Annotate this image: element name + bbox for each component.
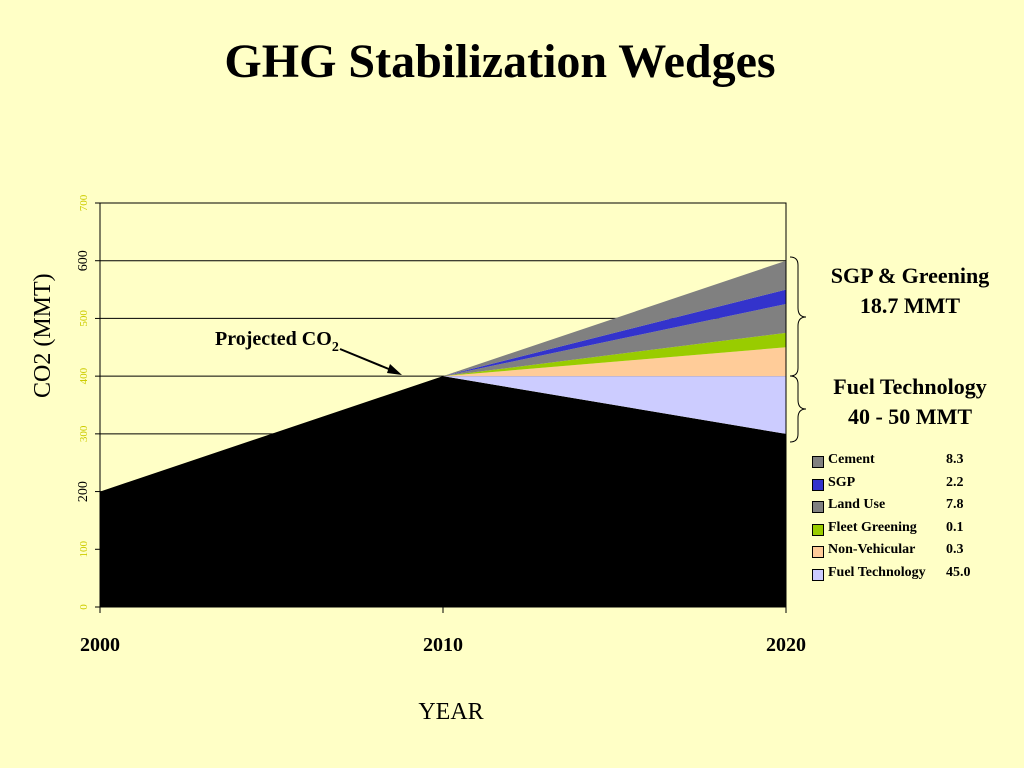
legend-value: 8.3 [946,452,964,467]
projected-co2-arrow-line [339,348,397,373]
chart-areas [100,260,786,607]
legend-value: 7.8 [946,497,964,512]
sgp-brace [789,256,807,377]
y-tick-label-600: 600 [76,250,91,271]
axes [95,202,787,613]
legend-value: 0.1 [946,519,964,535]
y-tick-label-0: 0 [78,604,90,610]
sgp-greening-title: SGP & Greening [830,263,990,288]
area-projected-co2 [100,376,786,607]
wedge-fuel-technology [100,376,786,492]
wedge-land-use [100,304,786,492]
tick-labels: 0 100 200 300 400 500 600 700 2000 2010 2020 [76,194,806,656]
y-tick-label-400: 400 [78,367,90,384]
legend-swatch [812,478,824,491]
legend-swatch [812,456,824,468]
legend-swatch [812,568,824,581]
fuel-technology-amount: 40 - 50 MMT [847,404,973,429]
legend-label: SGP [828,474,856,490]
fuel-technology-annotation: Fuel Technology 40 - 50 MMT [812,372,1008,432]
legend-label: Fleet Greening [828,519,917,535]
x-tick-label-2010: 2010 [423,634,463,656]
x-tick-label-2020: 2020 [766,634,806,656]
y-tick-label-700: 700 [78,194,90,211]
y-tick-label-300: 300 [78,425,90,442]
projected-co2-subscript: 2 [332,340,339,355]
legend-value: 45.0 [946,564,971,580]
projected-co2-arrowhead [387,364,402,375]
legend-label: Non-Vehicular [828,542,916,557]
legend-swatch [812,546,824,558]
y-tick-label-500: 500 [78,310,90,327]
wedge-cement [100,260,786,492]
x-tick-label-2000: 2000 [80,634,120,656]
legend-value: 0.3 [946,542,964,557]
slide-title: GHG Stabilization Wedges [224,35,776,88]
x-axis-title: YEAR [418,699,483,725]
legend-swatch [812,501,824,513]
fuel-technology-title: Fuel Technology [833,374,987,399]
legend-value: 2.2 [946,474,964,490]
annotations: Projected CO2 CO2 (MMT) YEAR [30,256,807,725]
wedge-sgp [100,289,786,492]
y-tick-label-200: 200 [76,481,91,502]
fuel-brace [789,375,807,443]
legend-label: Land Use [828,497,886,512]
wedge-fleet-greening [100,332,786,492]
y-tick-label-100: 100 [78,541,90,558]
projected-co2-label: Projected CO2 [215,328,339,355]
legend-swatch [812,523,824,536]
y-axis-title: CO2 (MMT) [30,273,56,398]
sgp-greening-amount: 18.7 MMT [859,293,961,318]
legend-label: Fuel Technology [828,564,926,580]
sgp-greening-annotation: SGP & Greening 18.7 MMT [812,261,1008,321]
legend-label: Cement [828,452,875,467]
